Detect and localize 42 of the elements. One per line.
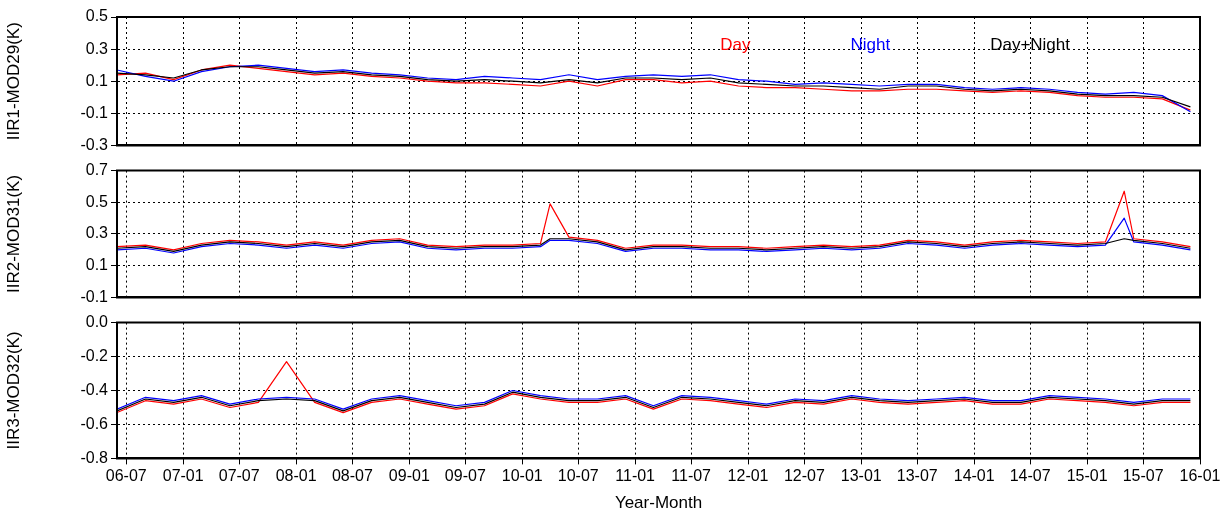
x-tick-label: 06-07 (105, 467, 147, 485)
x-tick-label: 09-01 (388, 467, 430, 485)
x-tick-label: 11-01 (615, 467, 656, 485)
y-tick-label: -0.8 (80, 448, 109, 466)
y-tick-label: -0.3 (80, 135, 109, 153)
y-tick-label: -0.1 (80, 287, 109, 305)
x-tick-label: 07-01 (162, 467, 204, 485)
y-tick-label: -0.4 (80, 380, 109, 398)
y-tick-label: 0.1 (85, 256, 109, 274)
x-tick-label: 08-07 (331, 467, 373, 485)
y-tick-label: 0.5 (85, 192, 109, 210)
x-tick-label: 15-01 (1066, 467, 1108, 485)
y-tick-label: 0.3 (85, 39, 109, 57)
series-label: Night (850, 34, 891, 54)
y-tick-label: -0.6 (80, 414, 109, 432)
x-tick-label: 11-07 (671, 467, 712, 485)
x-tick-label: 07-07 (218, 467, 260, 485)
x-tick-label: 12-07 (783, 467, 825, 485)
y-axis-title: IIR3-MOD32(K) (3, 331, 23, 450)
x-tick-label: 12-01 (727, 467, 769, 485)
x-tick-label: 13-01 (840, 467, 882, 485)
x-tick-label: 15-07 (1122, 467, 1164, 485)
x-tick-label: 08-01 (275, 467, 317, 485)
y-tick-label: 0.7 (85, 161, 109, 179)
y-tick-label: -0.1 (80, 103, 109, 121)
y-tick-label: 0.0 (85, 313, 109, 331)
x-tick-label: 14-01 (953, 467, 995, 485)
y-axis-title: IIR1-MOD29(K) (3, 22, 23, 141)
x-tick-label: 14-07 (1009, 467, 1051, 485)
y-tick-label: 0.5 (85, 7, 109, 25)
x-tick-label: 09-07 (444, 467, 486, 485)
y-axis-title: IIR2-MOD31(K) (3, 174, 23, 294)
x-axis-title: Year-Month (614, 493, 703, 513)
x-tick-label: 13-07 (896, 467, 938, 485)
x-tick-label: 10-01 (501, 467, 543, 485)
x-tick-label: 10-07 (557, 467, 599, 485)
y-tick-label: 0.3 (85, 224, 109, 242)
y-tick-label: 0.1 (85, 71, 109, 89)
series-label: Day (720, 34, 751, 54)
x-tick-label: 16-01 (1179, 467, 1221, 485)
y-tick-label: -0.2 (80, 346, 109, 364)
text: Day+Night (990, 34, 1071, 54)
